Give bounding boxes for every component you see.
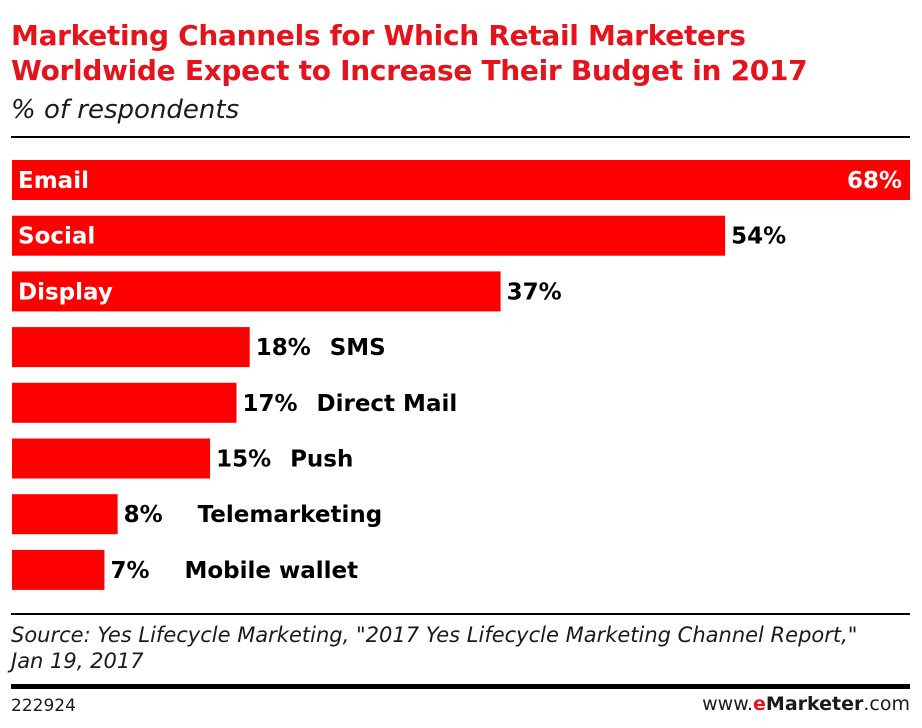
value-label-3: 18%: [256, 335, 311, 361]
category-label-6: Telemarketing: [198, 502, 383, 528]
brand-prefix: www.: [702, 693, 754, 715]
bar-5: [12, 438, 211, 479]
chart-title: Marketing Channels for Which Retail Mark…: [11, 19, 808, 87]
bar-3: [12, 327, 250, 368]
category-label-3: SMS: [330, 335, 386, 361]
bar-6: [12, 494, 118, 535]
category-label-4: Direct Mail: [317, 391, 458, 417]
category-label-2: Display: [18, 279, 113, 305]
category-label-0: Email: [18, 168, 89, 194]
source-divider: [11, 613, 910, 615]
chart-id: 222924: [11, 696, 76, 716]
bar-1: [12, 215, 726, 256]
value-label-0: 68%: [847, 168, 902, 194]
value-label-5: 15%: [216, 447, 271, 473]
brand-suffix: .com: [863, 693, 910, 715]
bar-chart: 68% Email 54% Social 37% Display 18% SMS 17% Dire…: [12, 160, 910, 590]
source-note: Source: Yes Lifecycle Marketing, "2017 Y…: [11, 623, 858, 673]
category-label-1: Social: [18, 224, 95, 250]
bottom-divider: [11, 684, 910, 689]
bar-2: [12, 271, 501, 312]
brand-logo: www.eMarketer.com: [702, 693, 910, 715]
bar-4: [12, 382, 237, 423]
top-divider: [11, 136, 910, 138]
category-label-5: Push: [290, 447, 353, 473]
brand-accent: e: [753, 693, 766, 715]
value-label-6: 8%: [124, 502, 163, 528]
value-label-4: 17%: [243, 391, 298, 417]
value-label-7: 7%: [110, 558, 149, 584]
category-label-7: Mobile wallet: [184, 558, 358, 584]
bar-0: [12, 160, 910, 200]
brand-name: Marketer: [765, 693, 864, 715]
chart-subtitle: % of respondents: [11, 95, 240, 125]
value-label-2: 37%: [507, 279, 562, 305]
bar-7: [12, 549, 105, 590]
value-label-1: 54%: [731, 224, 786, 250]
